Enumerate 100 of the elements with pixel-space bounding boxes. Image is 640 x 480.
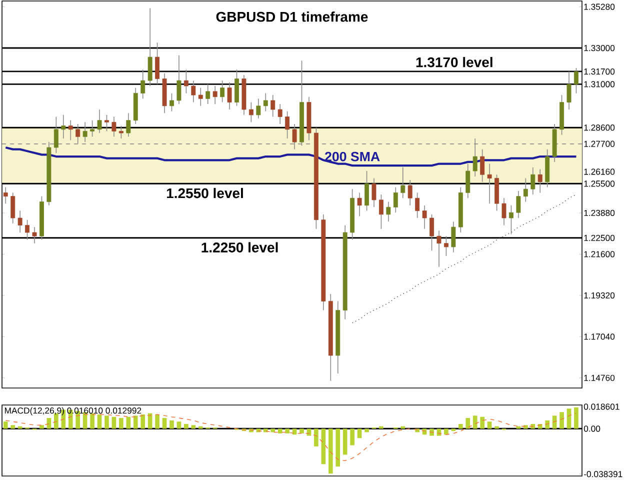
candlestick [430, 214, 434, 251]
candlestick [378, 194, 384, 230]
bar [487, 422, 492, 429]
candlestick [104, 114, 109, 132]
bar [112, 416, 116, 429]
candlestick [18, 210, 22, 233]
y-tick-label: 0.018601 [584, 404, 620, 410]
bar [10, 425, 16, 429]
y-tick-label: 1.35280 [584, 4, 615, 10]
candlestick [415, 192, 420, 218]
candlestick [372, 178, 376, 208]
bar [140, 414, 146, 429]
bar [285, 428, 290, 434]
bar [162, 418, 167, 429]
candlestick [25, 219, 30, 240]
candlestick [566, 71, 572, 110]
y-tick-label: 1.22500 [584, 234, 615, 241]
y-tick-label: 1.14760 [584, 374, 615, 381]
bar [300, 428, 304, 434]
bar [263, 428, 268, 432]
candlestick [212, 86, 218, 104]
candlestick [530, 166, 536, 195]
candlestick [32, 226, 37, 244]
bar [524, 425, 528, 429]
ref-line-label: 1.2550 level [166, 188, 243, 198]
y-tick-label: 1.17040 [584, 334, 615, 340]
y-tick-label: 1.25500 [584, 180, 615, 187]
bar [451, 428, 456, 432]
candlestick [206, 84, 210, 104]
bar [3, 422, 8, 429]
candlestick [480, 148, 485, 182]
candlestick [516, 190, 521, 218]
bar [119, 418, 124, 429]
bar [126, 416, 131, 429]
candlestick [126, 112, 131, 138]
bar [90, 413, 94, 429]
y-tick-label: 1.31000 [584, 81, 615, 88]
bar [278, 428, 282, 434]
bar [350, 428, 354, 446]
bar [176, 422, 182, 429]
y-tick-label: 1.27700 [584, 140, 615, 147]
candlestick [54, 116, 58, 154]
bar [574, 407, 578, 429]
candlestick [400, 166, 406, 199]
y-tick-label: 1.23880 [584, 210, 615, 216]
candlestick [393, 186, 398, 213]
bar [530, 424, 536, 429]
candlestick [90, 120, 95, 138]
candlestick [408, 180, 412, 206]
candlestick [263, 92, 268, 112]
candlestick [220, 80, 225, 103]
candlestick [466, 163, 470, 199]
bar [97, 414, 102, 429]
bar [328, 428, 333, 474]
candlestick [487, 163, 492, 204]
bar [458, 424, 463, 429]
bar [321, 428, 326, 464]
candlestick [502, 198, 506, 226]
candlestick [76, 124, 80, 144]
y-tick-label: 1.21600 [584, 251, 615, 258]
candlestick [234, 69, 239, 106]
bar [155, 414, 160, 429]
candlestick [357, 192, 362, 217]
candlestick [82, 122, 88, 142]
bar [314, 428, 318, 446]
candlestick [148, 8, 152, 86]
candlestick [68, 120, 73, 141]
candlestick [61, 114, 66, 139]
candlestick [10, 192, 16, 224]
ref-line-label: 1.2250 level [202, 242, 278, 252]
bar [357, 428, 362, 438]
candlestick [227, 82, 232, 110]
candlestick [292, 124, 297, 150]
bar [270, 428, 276, 432]
candlestick [3, 186, 8, 204]
bar [292, 428, 297, 435]
bar [472, 416, 478, 429]
bar [560, 412, 564, 429]
bar [170, 420, 174, 429]
bar [184, 424, 188, 429]
candlestick [364, 170, 369, 212]
bar [480, 416, 484, 429]
candlestick [248, 102, 254, 123]
candlestick [278, 104, 282, 124]
text: GBPUSD D1 timeframe [216, 12, 368, 22]
candlestick [422, 204, 427, 230]
candlestick [444, 236, 448, 256]
candlestick [112, 116, 116, 138]
y-tick-label: 1.31700 [584, 68, 615, 75]
candlestick [451, 221, 456, 253]
chart-title: MACD(12,26,9) 0.016010 0.012992 [4, 407, 142, 416]
candlestick [574, 68, 578, 94]
candlestick [118, 125, 124, 139]
ref-line-label: 1.3170 level [416, 56, 492, 68]
candlestick [523, 178, 528, 202]
bar [191, 425, 196, 429]
bar [104, 416, 109, 429]
y-tick-label: 1.33000 [584, 44, 615, 52]
y-tick-label: 1.26160 [584, 168, 615, 175]
candlestick [140, 69, 146, 100]
